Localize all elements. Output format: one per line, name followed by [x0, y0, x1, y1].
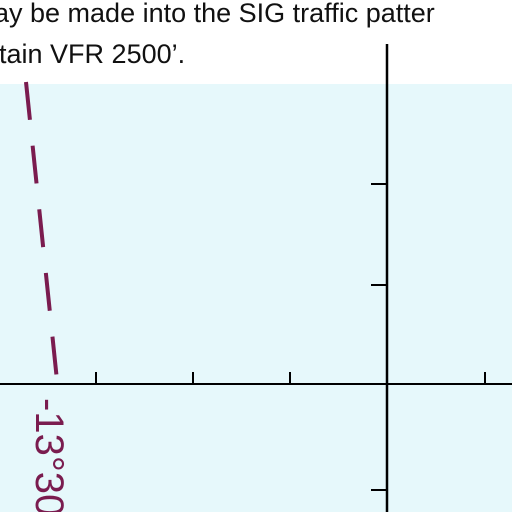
water-area: [0, 84, 512, 512]
course-label: -13°30: [29, 398, 69, 512]
